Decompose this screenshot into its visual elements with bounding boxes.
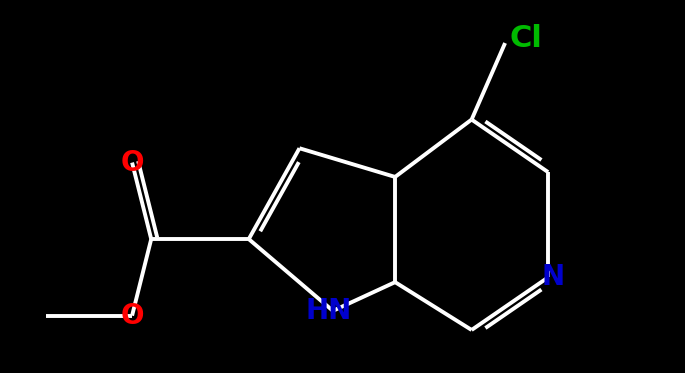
Text: O: O <box>121 302 144 330</box>
Text: Cl: Cl <box>510 24 543 53</box>
Text: HN: HN <box>305 297 351 325</box>
Text: O: O <box>121 148 144 176</box>
Text: N: N <box>541 263 564 291</box>
